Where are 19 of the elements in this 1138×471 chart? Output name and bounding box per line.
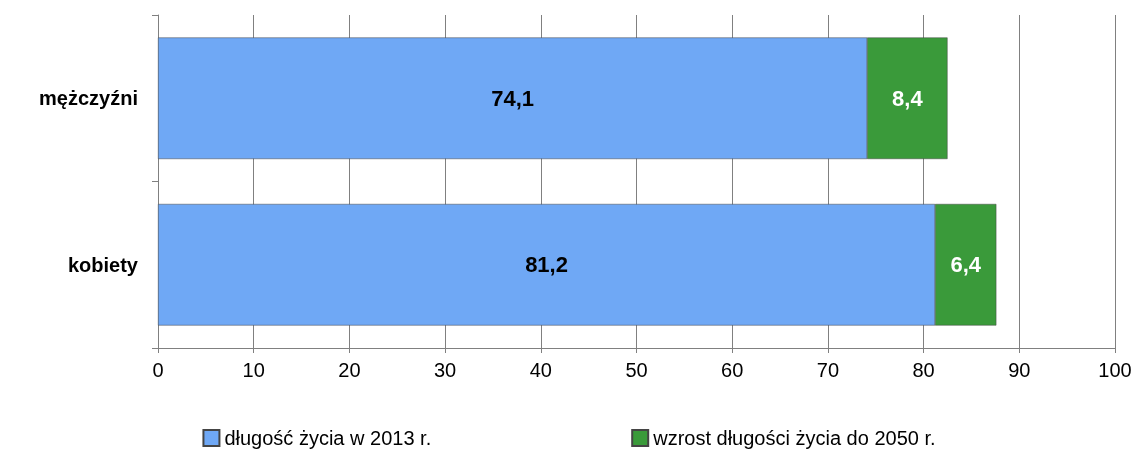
- x-tick-label: 50: [625, 359, 648, 381]
- x-tick-label: 40: [529, 359, 552, 381]
- y-tick-label: mężczyźni: [39, 87, 138, 110]
- legend-label: wzrost długości życia do 2050 r.: [652, 427, 936, 449]
- x-tick-label: 30: [433, 359, 457, 381]
- x-tick-label: 100: [1098, 359, 1132, 381]
- data-label: 74,1: [491, 85, 534, 111]
- x-tick-label: 90: [1008, 359, 1031, 381]
- legend-label: długość życia w 2013 r.: [224, 427, 432, 449]
- x-tick-label: 10: [242, 359, 265, 381]
- x-tick-label: 80: [912, 359, 935, 381]
- x-tick-label: 20: [338, 359, 361, 381]
- data-label: 81,2: [525, 252, 568, 278]
- x-tick-label: 0: [152, 359, 164, 381]
- data-label: 8,4: [892, 85, 924, 111]
- x-tick-label: 60: [721, 359, 744, 381]
- x-tick-label: 70: [816, 359, 840, 381]
- y-tick-label: kobiety: [67, 253, 139, 276]
- data-label: 6,4: [950, 252, 982, 278]
